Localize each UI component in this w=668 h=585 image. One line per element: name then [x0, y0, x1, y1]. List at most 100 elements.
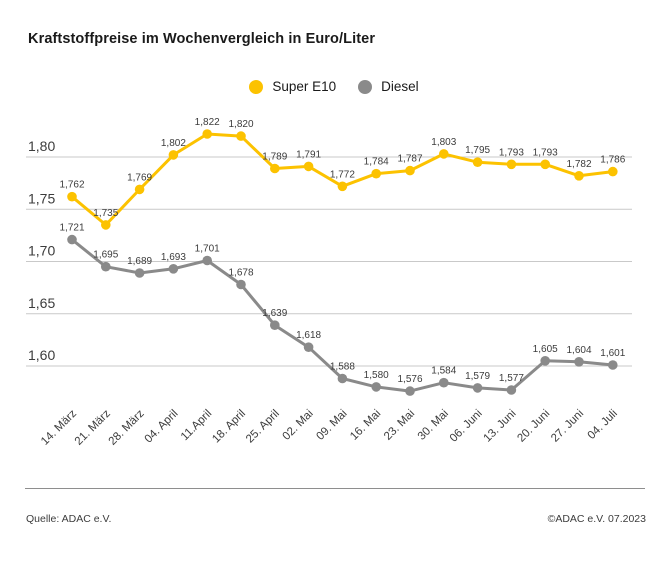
data-point-label: 1,689 — [127, 256, 152, 267]
data-point — [303, 161, 314, 172]
x-tick-label: 18. April — [210, 408, 248, 446]
data-point-label: 1,789 — [262, 152, 287, 163]
y-tick-label: 1,65 — [28, 295, 55, 311]
x-tick-label: 25. April — [244, 408, 282, 446]
y-tick-label: 1,75 — [28, 190, 55, 206]
footer-divider — [25, 488, 645, 489]
super-e10-dot-icon — [249, 79, 264, 94]
data-point-label: 1,784 — [364, 157, 389, 168]
data-point — [371, 382, 382, 392]
data-point — [472, 157, 483, 167]
data-point-label: 1,735 — [93, 208, 118, 219]
data-point-label: 1,579 — [465, 371, 490, 382]
data-point-label: 1,618 — [296, 330, 321, 341]
x-tick-label: 20. Juni — [515, 408, 552, 445]
footer-source: Quelle: ADAC e.V. — [26, 513, 112, 525]
data-point — [168, 264, 179, 274]
data-point — [67, 191, 77, 202]
data-point-label: 1,678 — [228, 268, 253, 279]
data-point-label: 1,584 — [431, 366, 456, 377]
x-tick-label: 23. Mai — [382, 408, 417, 443]
data-point-label: 1,580 — [364, 370, 389, 381]
data-point-label: 1,695 — [93, 250, 118, 261]
data-point — [67, 234, 77, 245]
data-point-label: 1,604 — [566, 345, 591, 356]
legend-label-diesel: Diesel — [381, 79, 419, 94]
data-point — [101, 261, 111, 272]
x-tick-label: 13. Juni — [482, 408, 519, 445]
data-point-label: 1,795 — [465, 145, 490, 156]
x-tick-label: 09. Mai — [314, 408, 349, 443]
data-point — [472, 383, 483, 393]
data-point — [540, 159, 550, 170]
data-point — [101, 220, 111, 230]
chart-legend: Super E10 Diesel — [0, 79, 668, 94]
data-point — [270, 320, 280, 331]
diesel-dot-icon — [358, 79, 373, 94]
x-tick-label: 28. März — [107, 407, 147, 447]
data-point — [236, 279, 246, 290]
legend-item-super-e10: Super E10 — [249, 79, 336, 94]
data-point-label: 1,576 — [397, 374, 422, 385]
data-point-label: 1,577 — [499, 373, 524, 384]
data-point — [236, 131, 246, 141]
legend-label-super-e10: Super E10 — [272, 79, 337, 94]
data-point-label: 1,793 — [533, 147, 558, 158]
data-point — [303, 342, 314, 353]
data-point — [608, 166, 618, 177]
data-point — [202, 129, 212, 139]
data-point-label: 1,639 — [262, 308, 287, 319]
data-point — [134, 184, 145, 195]
data-point-label: 1,772 — [330, 169, 355, 180]
data-point-label: 1,787 — [397, 154, 422, 165]
data-point-label: 1,601 — [600, 348, 625, 359]
data-point-label: 1,762 — [59, 180, 84, 191]
x-tick-label: 14. März — [39, 407, 79, 447]
data-point-label: 1,793 — [499, 147, 524, 158]
data-point-label: 1,701 — [195, 244, 220, 255]
x-tick-label: 11.April — [179, 408, 214, 443]
data-point-label: 1,769 — [127, 172, 152, 183]
x-tick-label: 30. Mai — [416, 408, 451, 443]
y-tick-label: 1,80 — [28, 138, 55, 154]
data-point — [337, 181, 348, 192]
footer-copyright: ©ADAC e.V. 07.2023 — [547, 513, 646, 525]
x-tick-label: 04. Juli — [586, 408, 620, 442]
data-point-label: 1,820 — [228, 119, 253, 130]
data-point-label: 1,588 — [330, 362, 355, 373]
data-point — [506, 159, 517, 170]
x-tick-label: 16. Mai — [348, 408, 383, 443]
x-tick-label: 02. Mai — [281, 408, 316, 443]
data-point — [439, 377, 449, 388]
data-point-label: 1,786 — [600, 155, 625, 166]
x-tick-label: 21. März — [73, 407, 113, 447]
data-point — [134, 268, 145, 278]
data-point — [270, 163, 280, 174]
x-tick-label: 04. April — [143, 408, 181, 446]
line-chart: 1,80 1,75 1,70 1,65 1,60 1,762 1,735 1,769 1,802… — [26, 117, 632, 448]
data-point — [439, 149, 449, 159]
data-point — [405, 165, 415, 176]
data-point-label: 1,822 — [195, 117, 220, 128]
data-point-label: 1,693 — [161, 252, 186, 263]
data-point-label: 1,605 — [533, 344, 558, 355]
data-point-label: 1,721 — [59, 223, 84, 234]
y-tick-label: 1,60 — [28, 347, 55, 363]
data-point-label: 1,802 — [161, 138, 186, 149]
data-point — [202, 255, 212, 266]
data-point-label: 1,803 — [431, 137, 456, 148]
data-point — [371, 168, 382, 179]
data-point — [405, 386, 415, 396]
x-tick-label: 27. Juni — [549, 408, 586, 445]
data-point — [506, 385, 517, 395]
data-point — [540, 356, 550, 366]
data-point — [574, 171, 584, 181]
data-point — [608, 360, 618, 370]
x-tick-label: 06. Juni — [448, 408, 485, 445]
data-point-label: 1,791 — [296, 149, 321, 160]
legend-item-diesel: Diesel — [358, 79, 419, 94]
data-point — [574, 357, 584, 367]
data-point — [168, 150, 179, 160]
chart-title: Kraftstoffpreise im Wochenvergleich in E… — [28, 31, 376, 47]
